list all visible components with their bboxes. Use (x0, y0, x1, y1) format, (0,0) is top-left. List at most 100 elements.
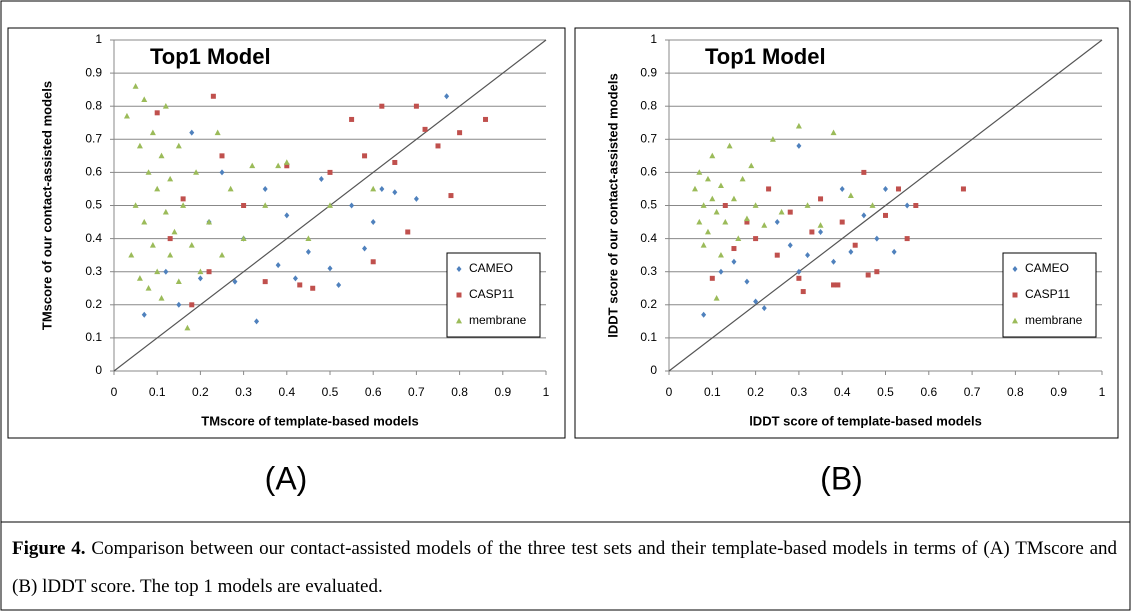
y-tick-label: 0.3 (85, 264, 102, 278)
point (731, 258, 737, 265)
point (214, 129, 221, 136)
y-tick-label: 0.1 (85, 330, 102, 344)
point (197, 275, 203, 282)
point (696, 218, 703, 225)
point (227, 185, 234, 192)
point (726, 142, 733, 149)
point (731, 246, 737, 252)
point (904, 236, 910, 242)
point (188, 242, 195, 248)
point (795, 122, 802, 129)
point (136, 142, 143, 149)
point (145, 285, 152, 291)
point (136, 275, 143, 281)
legend-label: CAMEO (1025, 261, 1069, 275)
x-tick-label: 0.3 (235, 385, 252, 399)
x-tick-label: 0.9 (494, 385, 511, 399)
point (852, 242, 858, 248)
point (895, 186, 901, 192)
y-tick-label: 0 (650, 363, 657, 377)
point (262, 202, 269, 208)
point (744, 219, 750, 225)
point (904, 202, 910, 209)
point (722, 218, 729, 225)
point (171, 228, 178, 235)
point (362, 245, 368, 252)
point (448, 193, 454, 199)
point (149, 242, 156, 248)
point (709, 195, 716, 202)
point (830, 129, 837, 136)
point (240, 235, 247, 241)
point (141, 311, 147, 318)
point (817, 222, 824, 228)
point (809, 229, 815, 235)
point (883, 212, 888, 218)
point (717, 251, 724, 258)
point (163, 268, 169, 275)
point (796, 268, 802, 275)
point (735, 235, 742, 241)
point (132, 83, 139, 89)
point (835, 282, 841, 288)
point (206, 218, 213, 225)
legend-label: membrane (1025, 313, 1083, 327)
point (379, 103, 385, 109)
point (219, 153, 225, 159)
point (219, 169, 225, 176)
point (206, 269, 212, 275)
point (284, 212, 290, 219)
legend-marker (456, 292, 462, 298)
point (818, 196, 824, 202)
point (392, 159, 398, 165)
point (176, 301, 182, 308)
point (696, 169, 703, 175)
point (847, 192, 854, 198)
point (349, 202, 355, 209)
point (336, 281, 342, 288)
point (704, 228, 711, 235)
y-tick-label: 0.6 (640, 165, 657, 179)
x-tick-label: 0.2 (747, 385, 764, 399)
point (739, 175, 746, 182)
point (262, 185, 268, 192)
y-tick-label: 0.6 (85, 165, 102, 179)
point (232, 278, 238, 285)
legend-label: CASP11 (469, 287, 514, 301)
point (869, 202, 876, 208)
y-tick-label: 0.3 (640, 264, 657, 278)
point (752, 202, 759, 208)
point (691, 185, 698, 192)
x-tick-label: 0.7 (964, 385, 981, 399)
legend-marker (456, 317, 462, 324)
point (861, 169, 867, 175)
point (704, 175, 711, 182)
point (154, 185, 161, 192)
point (158, 152, 165, 159)
caption-text: Comparison between our contact-assisted … (12, 538, 1118, 597)
y-tick-label: 1 (95, 32, 102, 46)
point (283, 159, 290, 165)
point (701, 311, 707, 318)
x-tick-label: 0.1 (149, 385, 166, 399)
point (874, 269, 880, 275)
legend-box (1002, 252, 1097, 338)
point (804, 202, 811, 208)
point (128, 251, 135, 258)
caption-label: Figure 4. (12, 538, 86, 559)
x-tick-label: 0.1 (704, 385, 721, 399)
point (831, 258, 837, 265)
x-tick-label: 0.5 (877, 385, 894, 399)
point (189, 302, 195, 308)
point (392, 189, 398, 196)
x-axis-label: lDDT score of template-based models (749, 413, 982, 428)
x-tick-label: 0.7 (408, 385, 425, 399)
point (149, 129, 156, 136)
point (327, 202, 333, 208)
x-tick-label: 0.8 (451, 385, 468, 399)
point (141, 96, 148, 102)
point (254, 318, 260, 325)
point (457, 130, 463, 136)
